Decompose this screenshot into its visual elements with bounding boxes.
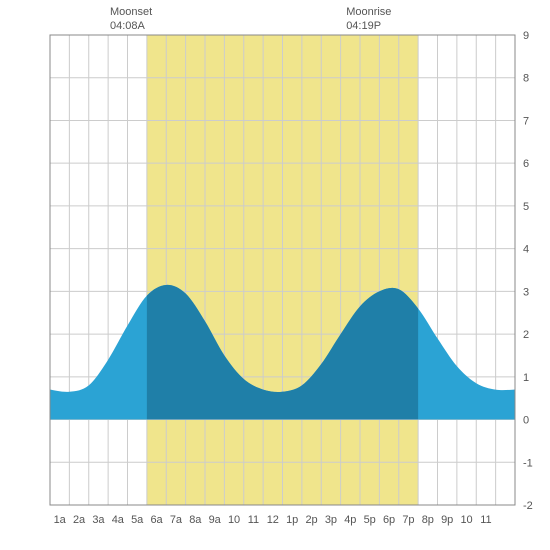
x-tick-label: 6p xyxy=(383,514,395,526)
x-tick-label: 5p xyxy=(364,514,376,526)
x-tick-label: 1p xyxy=(286,514,298,526)
x-tick-label: 8a xyxy=(189,514,202,526)
x-tick-label: 7a xyxy=(170,514,183,526)
y-tick-label: 7 xyxy=(523,115,529,127)
x-tick-label: 3a xyxy=(92,514,105,526)
x-tick-label: 9p xyxy=(441,514,453,526)
y-tick-label: 8 xyxy=(523,73,529,85)
moonset-label: Moonset xyxy=(110,5,152,19)
y-tick-label: 4 xyxy=(523,244,529,256)
moonset-annotation: Moonset 04:08A xyxy=(110,5,152,34)
x-tick-label: 2a xyxy=(73,514,86,526)
x-tick-label: 9a xyxy=(209,514,222,526)
moonrise-label: Moonrise xyxy=(346,5,391,19)
x-tick-label: 12 xyxy=(267,514,279,526)
y-tick-label: 1 xyxy=(523,372,529,384)
x-tick-label: 5a xyxy=(131,514,144,526)
x-tick-label: 8p xyxy=(422,514,434,526)
x-tick-label: 6a xyxy=(150,514,163,526)
y-tick-label: 6 xyxy=(523,158,529,170)
y-tick-label: 3 xyxy=(523,286,529,298)
x-tick-label: 10 xyxy=(228,514,240,526)
x-tick-label: 3p xyxy=(325,514,337,526)
x-tick-label: 7p xyxy=(402,514,414,526)
y-tick-label: 0 xyxy=(523,415,529,427)
moonrise-annotation: Moonrise 04:19P xyxy=(346,5,391,34)
x-tick-label: 11 xyxy=(248,514,259,526)
x-tick-label: 4a xyxy=(112,514,125,526)
x-tick-label: 10 xyxy=(460,514,472,526)
x-tick-label: 1a xyxy=(54,514,67,526)
x-tick-label: 11 xyxy=(480,514,491,526)
moonset-time: 04:08A xyxy=(110,19,152,33)
x-tick-label: 2p xyxy=(305,514,317,526)
y-tick-label: 9 xyxy=(523,30,529,42)
x-tick-label: 4p xyxy=(344,514,356,526)
chart-svg: -2-101234567891a2a3a4a5a6a7a8a9a1011121p… xyxy=(5,5,545,545)
tide-chart: Moonset 04:08A Moonrise 04:19P -2-101234… xyxy=(5,5,545,545)
y-tick-label: 5 xyxy=(523,201,529,213)
y-tick-label: 2 xyxy=(523,329,529,341)
moonrise-time: 04:19P xyxy=(346,19,391,33)
y-tick-label: -1 xyxy=(523,457,533,469)
y-tick-label: -2 xyxy=(523,500,533,512)
